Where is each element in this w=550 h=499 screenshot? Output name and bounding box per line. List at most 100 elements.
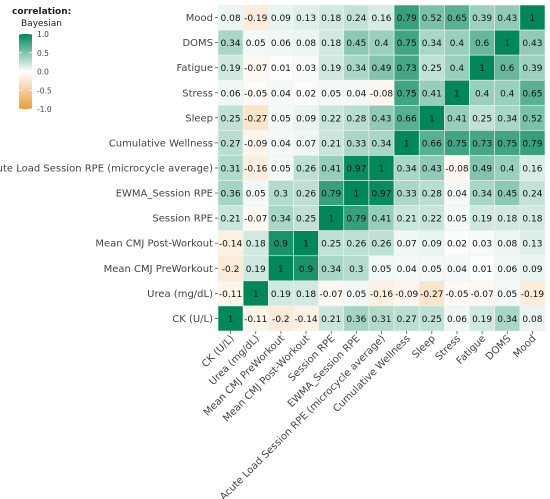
cell-value-label: -0.09 xyxy=(395,290,419,300)
heatmap-cell xyxy=(368,105,395,131)
cell-value-label: 0.24 xyxy=(522,190,542,200)
cell-value-label: 1 xyxy=(328,215,334,225)
cell-value-label: 1 xyxy=(228,315,234,325)
cell-value-label: 1 xyxy=(530,14,536,24)
heatmap-cell xyxy=(418,29,445,56)
cell-value-label: 0.24 xyxy=(346,14,366,24)
cell-value-label: -0.14 xyxy=(294,315,318,325)
heatmap-cell xyxy=(393,4,420,31)
cell-value-label: 1 xyxy=(429,114,435,124)
cell-value-label: 0.18 xyxy=(296,290,316,300)
cell-value-label: 1 xyxy=(404,139,410,149)
heatmap-cell xyxy=(469,29,495,56)
cell-value-label: 0.27 xyxy=(397,315,417,325)
y-label-stress: Stress xyxy=(182,88,213,99)
y-label-acute-load-session-rpe-microcycle-average: Acute Load Session RPE (microcycle avera… xyxy=(0,164,213,175)
cell-value-label: 1 xyxy=(454,89,460,99)
heatmap-cell xyxy=(444,230,470,257)
cell-value-label: -0.2 xyxy=(272,315,290,325)
heatmap-cell xyxy=(318,255,345,282)
cell-value-label: 0.39 xyxy=(522,64,542,74)
heatmap-cell xyxy=(519,29,546,56)
cell-value-label: 0.19 xyxy=(221,64,241,74)
heatmap-cell xyxy=(293,54,319,81)
cell-value-label: 0.4 xyxy=(374,39,389,49)
cell-value-label: 0.4 xyxy=(500,89,515,99)
cell-value-label: 0.04 xyxy=(271,89,291,99)
cell-value-label: 1 xyxy=(253,290,259,300)
cell-value-label: 0.08 xyxy=(221,14,241,24)
heatmap-cell xyxy=(293,230,319,257)
heatmap-cell xyxy=(519,255,546,282)
cell-value-label: 0.19 xyxy=(321,64,341,74)
heatmap-cell xyxy=(217,305,244,332)
y-axis-labels: Mood DOMS Fatigue Stress Sleep Cumulative Wel… xyxy=(0,13,218,325)
cell-value-label: 0.18 xyxy=(321,39,341,49)
heatmap-cell xyxy=(242,280,269,307)
cell-value-label: 0.4 xyxy=(450,39,465,49)
heatmap-cell xyxy=(444,4,470,31)
heatmap-cell xyxy=(494,130,521,156)
plot-area: 0.08 -0.19 0.09 0.13 0.18 0.24 0.16 0.79 0.52 0.6… xyxy=(217,4,546,332)
cell-value-label: 0.25 xyxy=(221,114,241,124)
cell-value-label: 0.28 xyxy=(422,190,442,200)
heatmap-cell xyxy=(368,230,395,257)
cell-value-label: 0.45 xyxy=(346,39,366,49)
cell-value-label: 1 xyxy=(479,64,485,74)
cell-value-label: 1 xyxy=(379,165,385,175)
heatmap-cell xyxy=(268,4,294,31)
heatmap-cell xyxy=(368,205,395,231)
heatmap-cell xyxy=(268,255,294,282)
cell-value-label: 0.34 xyxy=(371,139,391,149)
cell-value-label: 0.79 xyxy=(522,139,542,149)
cell-value-label: 0.97 xyxy=(346,165,366,175)
cell-value-label: -0.05 xyxy=(445,290,468,300)
heatmap-cell xyxy=(519,230,546,257)
cell-value-label: -0.07 xyxy=(244,215,267,225)
heatmap-cell xyxy=(393,29,420,56)
heatmap-cell xyxy=(343,205,370,231)
heatmap-cell xyxy=(368,305,395,332)
legend-tick-label: 0.0 xyxy=(37,68,49,77)
cell-value-label: 0.21 xyxy=(321,315,341,325)
cell-value-label: 0.4 xyxy=(475,89,490,99)
cell-value-label: 0.25 xyxy=(296,215,316,225)
cell-value-label: 0.05 xyxy=(447,215,467,225)
heatmap-cell xyxy=(393,79,420,106)
cell-value-label: 0.01 xyxy=(472,265,492,275)
cell-value-label: 0.31 xyxy=(371,315,391,325)
cell-value-label: 0.22 xyxy=(321,114,341,124)
heatmap-cell xyxy=(217,79,244,106)
heatmap-cell xyxy=(217,205,244,231)
heatmap-cell xyxy=(343,280,370,307)
cell-value-label: 0.02 xyxy=(296,89,316,99)
cell-value-label: 0.25 xyxy=(422,64,442,74)
heatmap-cell xyxy=(418,280,445,307)
cell-value-label: -0.09 xyxy=(244,139,268,149)
cell-value-label: 0.16 xyxy=(522,165,542,175)
heatmap-cell xyxy=(393,54,420,81)
heatmap-cell xyxy=(519,79,546,106)
cell-value-label: 0.34 xyxy=(497,315,517,325)
heatmap-cell xyxy=(268,280,294,307)
cell-value-label: 0.66 xyxy=(397,114,417,124)
cell-value-label: 0.05 xyxy=(346,290,366,300)
y-label-urea-mg-dl: Urea (mg/dL) xyxy=(147,289,213,300)
x-axis-labels: CK (U/L)Urea (mg/dL)Mean CMJ PreWorkoutM… xyxy=(200,331,539,499)
heatmap-cell xyxy=(268,54,294,81)
heatmap-cell xyxy=(494,54,521,81)
heatmap-cell xyxy=(469,255,495,282)
heatmap-cell xyxy=(242,29,269,56)
y-label-ewma-session-rpe: EWMA_Session RPE xyxy=(116,189,213,200)
cell-value-label: 0.05 xyxy=(321,89,341,99)
heatmap-cell xyxy=(494,230,521,257)
cell-value-label: 0.34 xyxy=(497,114,517,124)
cell-value-label: 0.75 xyxy=(497,139,517,149)
heatmap-cell xyxy=(242,230,269,257)
heatmap-cell xyxy=(368,54,395,81)
heatmap-cell xyxy=(318,230,345,257)
legend-title: correlation: xyxy=(12,7,71,17)
cell-value-label: 0.79 xyxy=(346,215,366,225)
cell-value-label: 0.4 xyxy=(500,165,515,175)
heatmap-cell xyxy=(494,79,521,106)
